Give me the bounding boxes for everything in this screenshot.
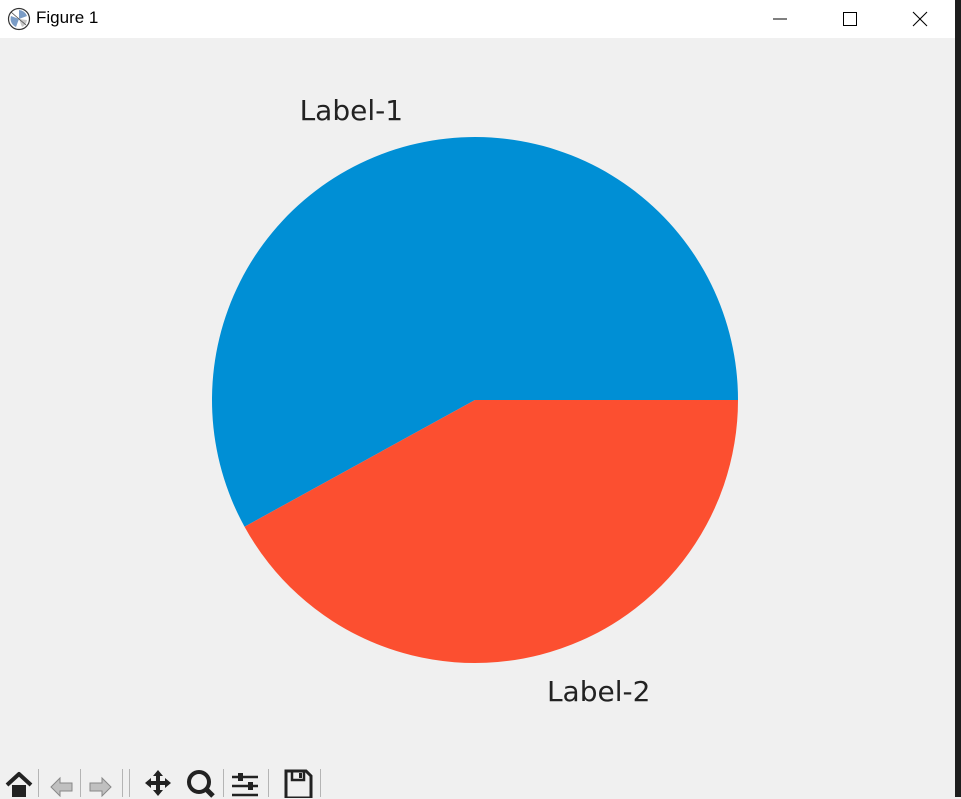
maximize-button[interactable] bbox=[827, 0, 873, 38]
toolbar-separator bbox=[223, 769, 224, 797]
figure-canvas[interactable]: Label-1 Label-2 bbox=[0, 38, 955, 765]
pan-button[interactable] bbox=[141, 767, 175, 799]
background-window-edge bbox=[955, 0, 961, 797]
zoom-icon bbox=[187, 770, 215, 798]
toolbar-separator bbox=[320, 769, 321, 797]
maximize-icon bbox=[843, 12, 857, 26]
close-button[interactable] bbox=[897, 0, 943, 38]
minimize-icon bbox=[773, 18, 787, 20]
save-icon bbox=[284, 769, 313, 798]
pie-chart: Label-1 Label-2 bbox=[212, 94, 739, 708]
toolbar-separator bbox=[80, 769, 81, 797]
home-button[interactable] bbox=[2, 767, 36, 799]
zoom-button[interactable] bbox=[183, 767, 217, 799]
toolbar-separator bbox=[129, 769, 130, 797]
pie-slice-1 bbox=[212, 137, 739, 527]
pie-label-1: Label-1 bbox=[300, 94, 403, 127]
toolbar-separator bbox=[268, 769, 269, 797]
home-icon bbox=[5, 772, 33, 797]
window-title: Figure 1 bbox=[36, 8, 99, 27]
navigation-toolbar bbox=[0, 765, 955, 799]
matplotlib-icon bbox=[7, 7, 31, 31]
configure-subplots-button[interactable] bbox=[228, 767, 262, 799]
save-button[interactable] bbox=[281, 767, 315, 799]
pie-slice-2 bbox=[244, 400, 738, 663]
close-icon bbox=[912, 11, 928, 27]
pie-label-2: Label-2 bbox=[547, 675, 650, 708]
toolbar-separator bbox=[38, 769, 39, 797]
window-titlebar: Figure 1 bbox=[0, 0, 955, 38]
toolbar-separator bbox=[122, 769, 123, 797]
back-icon bbox=[50, 776, 73, 797]
forward-button[interactable] bbox=[84, 767, 118, 799]
back-button[interactable] bbox=[44, 767, 78, 799]
forward-icon bbox=[89, 776, 112, 797]
configure-subplots-icon bbox=[232, 773, 258, 797]
minimize-button[interactable] bbox=[757, 0, 803, 38]
pan-icon bbox=[145, 770, 171, 796]
